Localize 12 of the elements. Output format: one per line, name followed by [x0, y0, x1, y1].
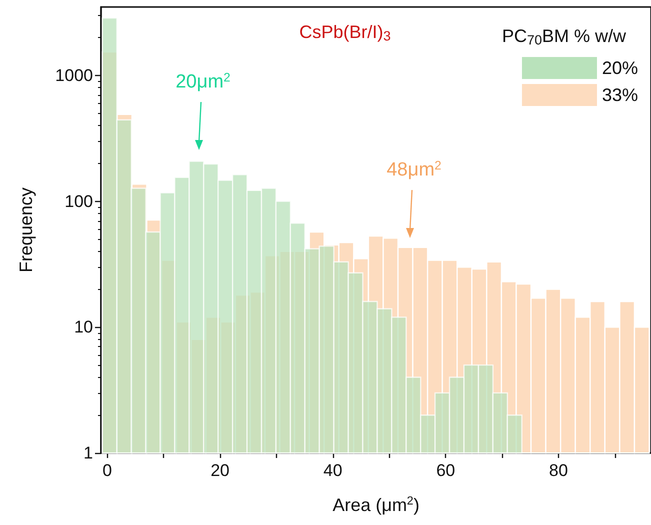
x-tick-label: 40: [323, 461, 342, 480]
y-axis-title: Frequency: [16, 187, 36, 273]
x-tick-label: 20: [210, 461, 230, 480]
legend-label: 20%: [602, 58, 638, 78]
y-tick-label: 100: [64, 192, 93, 211]
y-tick-label: 1000: [55, 66, 93, 85]
y-tick-label: 10: [74, 318, 93, 337]
y-tick-label: 1: [84, 444, 93, 462]
legend-label: 33%: [602, 85, 638, 105]
x-tick-label: 80: [549, 461, 568, 480]
x-tick-label: 60: [436, 461, 456, 480]
x-tick-label: 0: [102, 461, 112, 480]
